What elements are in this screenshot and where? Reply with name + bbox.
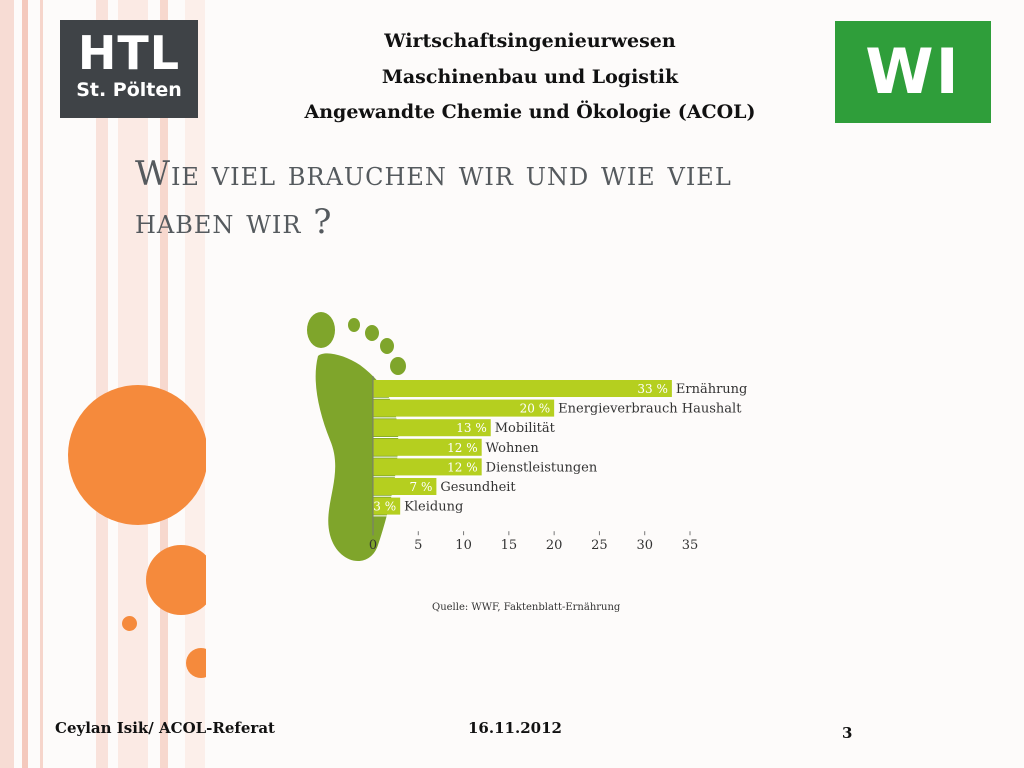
bar-0 [373, 380, 672, 397]
decor-circle-medium [146, 545, 216, 615]
x-tick-label: 25 [591, 538, 608, 553]
bars-group: 33 % Ernährung 20 % Energieverbrauch Hausha… [373, 380, 747, 517]
decor-stripe [0, 0, 14, 768]
header-line-3: Angewandte Chemie und Ökologie (ACOL) [304, 101, 756, 123]
htl-logo-subtext: St. Pölten [76, 79, 182, 101]
wi-logo: WI [835, 21, 991, 123]
bar-6 [373, 497, 401, 515]
x-tick-label: 30 [636, 538, 653, 553]
x-tick-label: 20 [546, 538, 563, 553]
bar-value-label: 12 % [447, 441, 478, 455]
x-tick-label: 35 [682, 538, 699, 553]
htl-logo: HTL St. Pölten [60, 20, 198, 118]
decor-stripe [118, 0, 148, 768]
bar-value-label: 20 % [520, 402, 551, 416]
x-tick-label: 15 [501, 538, 518, 553]
bar-4 [373, 458, 482, 476]
slide-title: Wie viel brauchen wir und wie viel haben… [135, 150, 955, 246]
bar-category-label: Wohnen [486, 441, 540, 456]
bar-category-label: Kleidung [404, 500, 463, 515]
bar-category-label: Gesundheit [440, 480, 516, 495]
chart-source: Quelle: WWF, Faktenblatt-Ernährung [432, 602, 621, 613]
bar-value-label: 12 % [447, 460, 478, 474]
bar-value-label: 7 % [410, 480, 433, 494]
bar-category-label: Ernährung [676, 382, 747, 397]
bar-category-label: Energieverbrauch Haushalt [558, 402, 742, 417]
page-number: 3 [842, 724, 853, 742]
header-line-2: Maschinenbau und Logistik [381, 66, 679, 88]
footer-author: Ceylan Isik/ ACOL-Referat [55, 719, 275, 737]
decor-circle-tiny [122, 616, 137, 631]
footprint-shape [307, 312, 406, 562]
bar-value-label: 33 % [637, 382, 668, 396]
x-tick-label: 10 [455, 538, 472, 553]
bar-3 [373, 438, 482, 456]
bar-value-label: 3 % [373, 500, 396, 514]
decor-circle-large [68, 385, 208, 525]
decor-stripe [22, 0, 28, 768]
slide-title-line-1: Wie viel brauchen wir und wie viel [135, 154, 732, 194]
bar-value-label: 13 % [456, 421, 487, 435]
bar-category-label: Dienstleistungen [486, 460, 598, 475]
decor-stripe [160, 0, 168, 768]
bar-5 [373, 478, 437, 495]
decor-stripe [96, 0, 108, 768]
x-tick-label: 0 [369, 538, 377, 553]
footer-date: 16.11.2012 [468, 719, 562, 737]
bar-1 [373, 399, 555, 417]
slide-title-line-2: haben wir ? [135, 202, 333, 242]
htl-logo-text: HTL [77, 26, 181, 80]
decor-stripe [40, 0, 43, 768]
bar-category-label: Mobilität [495, 421, 556, 436]
header-line-1: Wirtschaftsingenieurwesen [384, 30, 676, 52]
x-tick-label: 5 [414, 538, 422, 553]
decor-mask [206, 370, 226, 700]
x-axis: 0 5 10 15 20 25 30 35 [369, 376, 698, 553]
bar-2 [373, 419, 491, 437]
